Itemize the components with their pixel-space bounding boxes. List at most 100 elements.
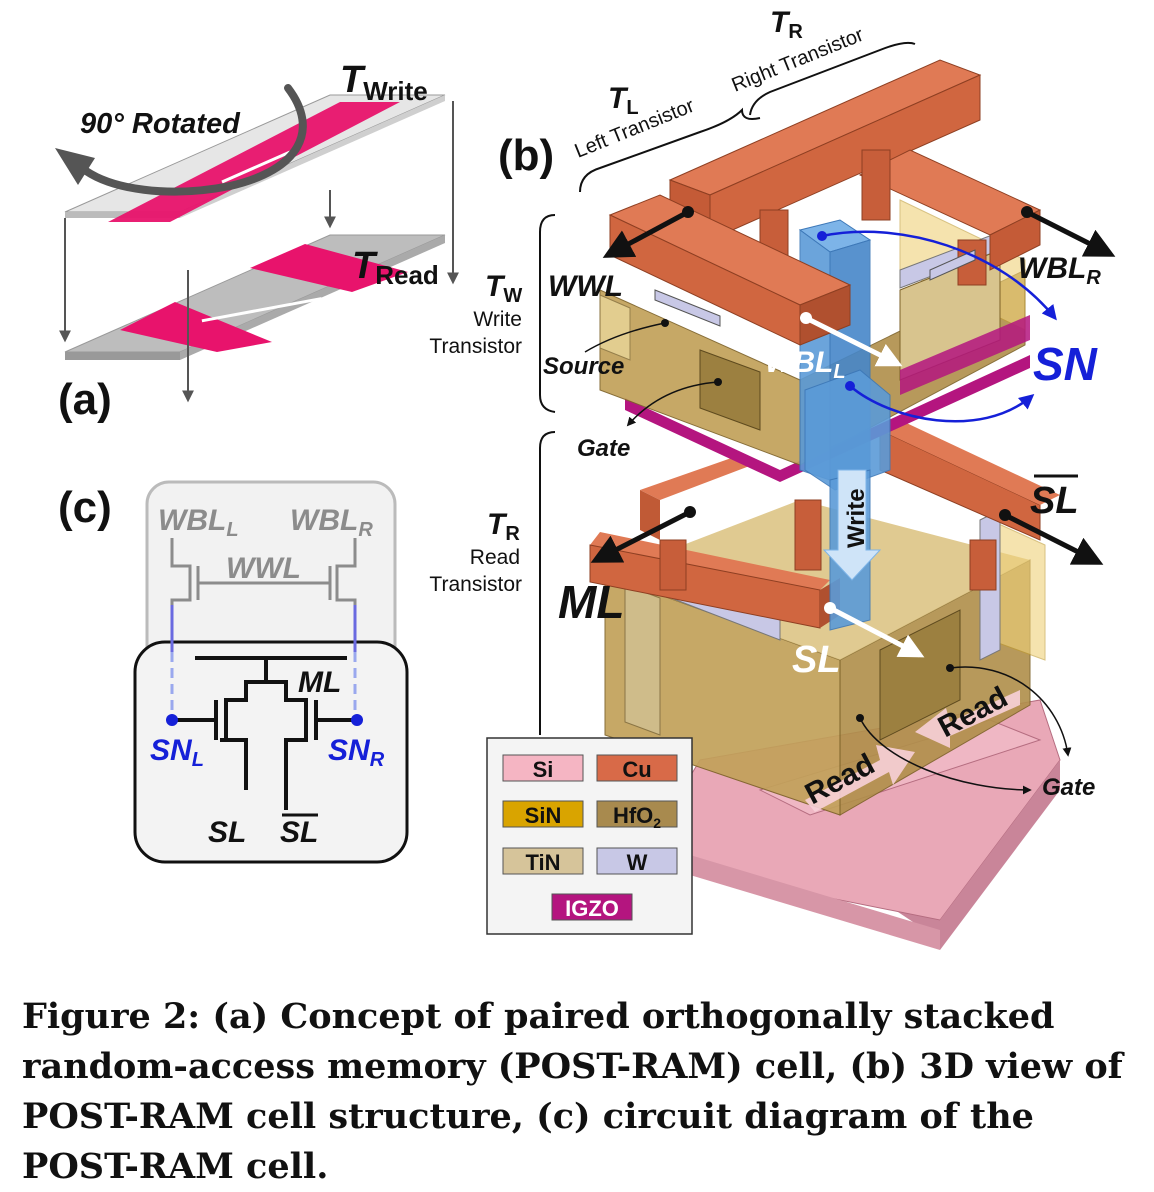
- sl-white-arrow: [828, 605, 925, 658]
- tread-desc-1: Read: [470, 546, 520, 569]
- t-read-label: TRead: [352, 245, 439, 290]
- c-wwl-label: WWL: [226, 552, 301, 585]
- panel-c: (c) WBLL WBLR WWL ML SNL SNR SL SL: [58, 480, 409, 864]
- figure-canvas: 90° Rotated TWrite TRead (a): [55, 6, 1116, 950]
- legend-tin-swatch: [502, 847, 584, 875]
- legend-sin-swatch: [502, 800, 584, 828]
- c-sn-r-label: SNR: [328, 734, 385, 771]
- tread-desc-2: Transistor: [429, 573, 522, 596]
- read-tin-layer: [624, 584, 661, 736]
- sn-r-node: [351, 714, 363, 726]
- rotation-arrow-head: [55, 148, 95, 185]
- source-label: Source: [543, 353, 624, 380]
- sn-path-top: [821, 230, 1057, 321]
- si-substrate-side: [940, 760, 1060, 950]
- gate-bottom-pointer-1: [949, 666, 1072, 757]
- read-channel-stripe-left: [120, 302, 272, 352]
- panel-a-label: (a): [58, 375, 112, 424]
- rotation-arrow: [78, 84, 307, 196]
- legend-tin-label: TiN: [525, 850, 560, 875]
- wbl-r-label: WBLR: [1018, 252, 1101, 289]
- legend-si-label: Si: [533, 757, 554, 782]
- sl-bar-label: SL: [1030, 480, 1079, 522]
- wwl-arrow: [602, 209, 690, 258]
- read-channel-stripe-right: [250, 244, 408, 292]
- c-sn-l-label: SNL: [150, 734, 204, 771]
- bottom-plate-front: [65, 352, 180, 360]
- rotated-label: 90° Rotated: [80, 108, 241, 140]
- lower-cu-post-3: [969, 539, 997, 591]
- si-base-front: [640, 840, 940, 950]
- legend-hfo2-label: HfO2: [613, 803, 661, 831]
- read-transistor-box: [133, 640, 409, 864]
- legend-hfo2-swatch: [596, 800, 678, 828]
- ml-label: ML: [558, 576, 624, 628]
- gate-top-pointer: [626, 381, 719, 427]
- legend-igzo-swatch: [551, 893, 633, 921]
- lower-cu-post-2: [794, 499, 822, 571]
- bottom-stripe-gap: [201, 297, 322, 323]
- tr-label: TR: [770, 6, 803, 43]
- tl-label: TL: [608, 82, 639, 119]
- c-sl-label: SL: [208, 816, 246, 849]
- legend-w-swatch: [596, 847, 678, 875]
- sn-path-bottom: [849, 385, 1035, 423]
- sl-bar-arrow: [1003, 512, 1104, 565]
- panel-c-label: (c): [58, 483, 112, 532]
- panel-b-label: (b): [498, 131, 554, 180]
- tw-desc-1: Write: [473, 308, 522, 331]
- sn-label: SN: [1033, 338, 1098, 390]
- sn-l-node: [166, 714, 178, 726]
- upper-contact-2: [929, 249, 976, 281]
- panel-b: Si Cu SiN HfO2 TiN W IGZO (b) TL Left Tr…: [429, 6, 1116, 950]
- legend-igzo-label: IGZO: [565, 896, 619, 921]
- write-down-arrow: [822, 469, 882, 581]
- c-sl-bar-label: SL: [280, 816, 318, 849]
- wwl-cu-bar-end: [799, 284, 851, 346]
- c-ml-label: ML: [298, 666, 341, 699]
- lower-cu-post-1: [659, 539, 687, 591]
- sl-bar-cu-line-top: [880, 420, 1060, 505]
- tread-label: TR: [487, 508, 520, 545]
- tw-label: TW: [485, 270, 522, 307]
- sl-label: SL: [792, 639, 841, 681]
- write-gate-block: [699, 349, 761, 431]
- upper-contact-1: [654, 289, 721, 327]
- tread-bracket: [539, 431, 556, 735]
- legend-w-label: W: [627, 850, 648, 875]
- bottom-plate: [64, 234, 446, 353]
- figure-caption: Figure 2: (a) Concept of paired orthogon…: [22, 996, 1123, 1187]
- wbl-r-arrow: [1025, 209, 1116, 257]
- ml-cu-line-top: [590, 532, 830, 590]
- c-wbl-r-label: WBLR: [290, 504, 373, 541]
- wwl-label: WWL: [548, 270, 623, 303]
- t-write-label: TWrite: [340, 59, 428, 106]
- c-wbl-l-label: WBLL: [158, 504, 239, 541]
- tr-bracket: [749, 41, 916, 116]
- top-plate-right-edge: [180, 95, 445, 218]
- gate-top-label: Gate: [577, 435, 630, 462]
- legend-cu-label: Cu: [622, 757, 651, 782]
- write-igzo-layer: [625, 355, 1030, 482]
- ml-arrow: [590, 509, 692, 563]
- lower-cu-back: [640, 455, 760, 500]
- wbl-l-label: WBLL: [765, 346, 846, 383]
- legend-cu-swatch: [596, 754, 678, 782]
- tl-bracket: [579, 107, 761, 193]
- write-tin-left: [599, 294, 631, 361]
- gate-bottom-pointer-2: [859, 717, 1032, 795]
- wbl-r-cu-bar-front: [989, 209, 1041, 271]
- source-pointer: [584, 322, 666, 353]
- tw-desc-2: Transistor: [429, 335, 522, 358]
- read-arrow-1: [805, 745, 915, 812]
- legend-si-swatch: [502, 754, 584, 782]
- legend-sin-label: SiN: [525, 803, 562, 828]
- gate-bottom-label: Gate: [1042, 774, 1095, 801]
- write-label: Write: [843, 488, 870, 548]
- tw-bracket: [539, 214, 556, 413]
- top-stripe-gap: [221, 150, 291, 184]
- panel-a: 90° Rotated TWrite TRead (a): [55, 59, 459, 424]
- upper-cu-post-2: [861, 149, 891, 221]
- write-igzo-right: [900, 315, 1030, 395]
- wbl-l-white-arrow: [804, 315, 903, 367]
